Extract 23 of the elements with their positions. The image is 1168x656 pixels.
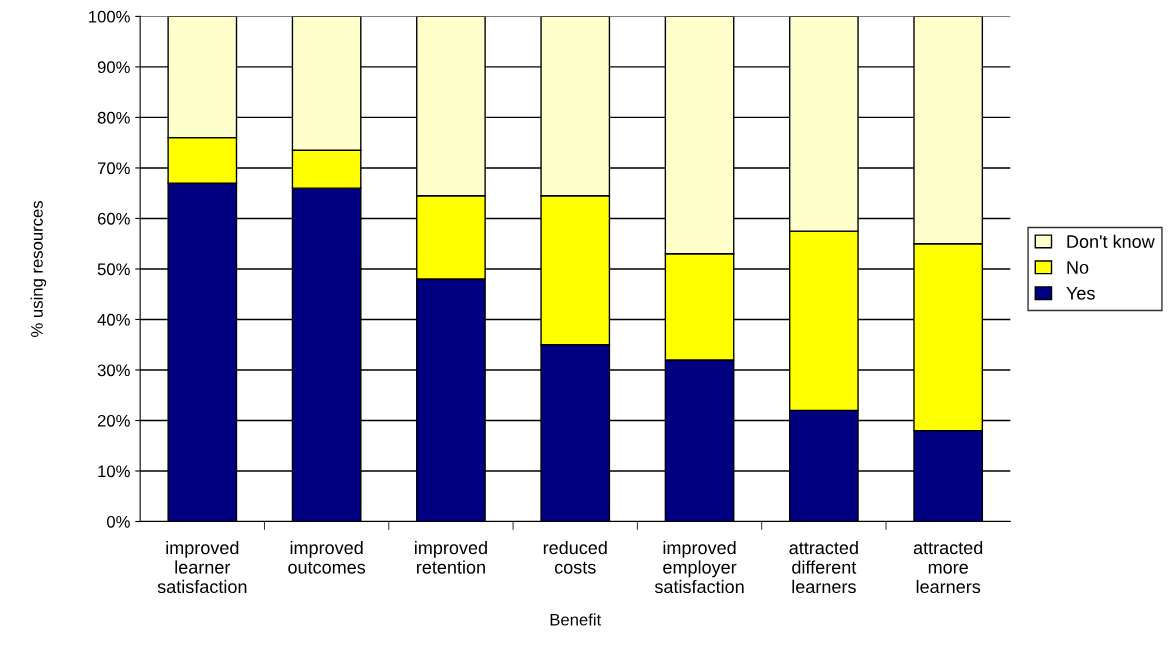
x-tick-label: attracted different learners xyxy=(789,540,858,594)
x-tick-label: attracted more learners xyxy=(913,540,983,594)
x-tick-label: improved outcomes xyxy=(288,540,366,574)
x-tick-label: improved learner satisfaction xyxy=(157,540,247,594)
y-tick-label: 90% xyxy=(97,61,130,74)
y-tick-label: 20% xyxy=(97,414,130,427)
y-axis-title: % using resources xyxy=(30,201,47,337)
y-tick-label: 0% xyxy=(107,515,130,528)
y-tick-label: 80% xyxy=(97,111,130,124)
x-axis-title: Benefit xyxy=(550,613,602,626)
y-tick-label: 60% xyxy=(97,212,130,225)
y-tick-label: 100% xyxy=(89,10,130,23)
y-tick-label: 50% xyxy=(97,263,130,276)
y-tick-label: 40% xyxy=(97,313,130,326)
x-tick-label: reduced costs xyxy=(543,540,607,574)
y-tick-label: 70% xyxy=(97,162,130,175)
x-tick-label: improved retention xyxy=(415,540,487,574)
y-tick-label: 10% xyxy=(98,465,130,478)
legend-label: No xyxy=(1067,261,1089,274)
y-tick-label: 30% xyxy=(97,364,130,377)
legend-label: Yes xyxy=(1066,287,1095,300)
legend-label: Don't know xyxy=(1067,234,1155,248)
x-tick-label: improved employer satisfaction xyxy=(654,540,744,594)
